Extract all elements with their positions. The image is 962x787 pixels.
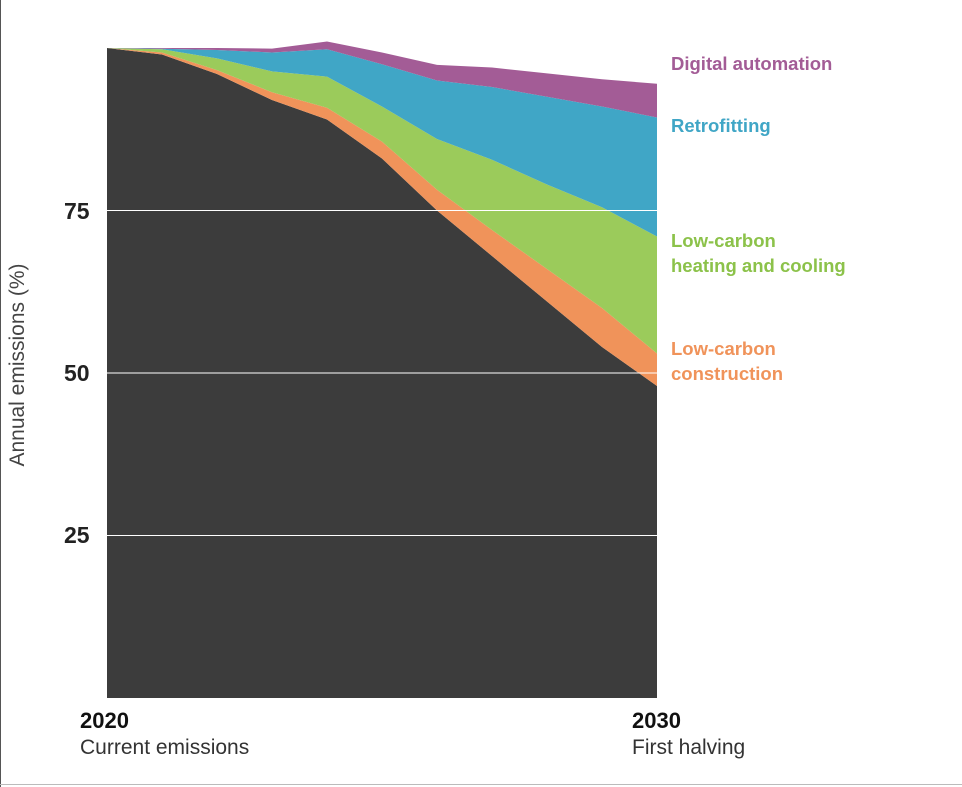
- legend-construction-line-2: construction: [671, 361, 783, 386]
- legend-retrofitting: Retrofitting: [671, 113, 771, 138]
- x-tick-sub-first-halving: First halving: [632, 736, 745, 760]
- legend-heating-line-2: heating and cooling: [671, 253, 846, 278]
- legend-digital-automation-line-1: Digital automation: [671, 51, 832, 76]
- y-tick-label-75: 75: [64, 198, 90, 225]
- x-tick-year-2020: 2020: [80, 708, 129, 734]
- x-tick-year-2030: 2030: [632, 708, 681, 734]
- x-tick-sub-current: Current emissions: [80, 736, 249, 760]
- legend-construction-line-1: Low-carbon: [671, 336, 783, 361]
- y-axis-label: Annual emissions (%): [6, 263, 30, 466]
- y-tick-label-50: 50: [64, 360, 90, 387]
- legend-digital-automation: Digital automation: [671, 51, 832, 76]
- legend-low-carbon-construction: Low-carbon construction: [671, 336, 783, 386]
- legend-heating-line-1: Low-carbon: [671, 228, 846, 253]
- legend-low-carbon-heating-cooling: Low-carbon heating and cooling: [671, 228, 846, 278]
- y-tick-label-25: 25: [64, 522, 90, 549]
- chart-areas: [107, 42, 657, 699]
- legend-retrofitting-line-1: Retrofitting: [671, 113, 771, 138]
